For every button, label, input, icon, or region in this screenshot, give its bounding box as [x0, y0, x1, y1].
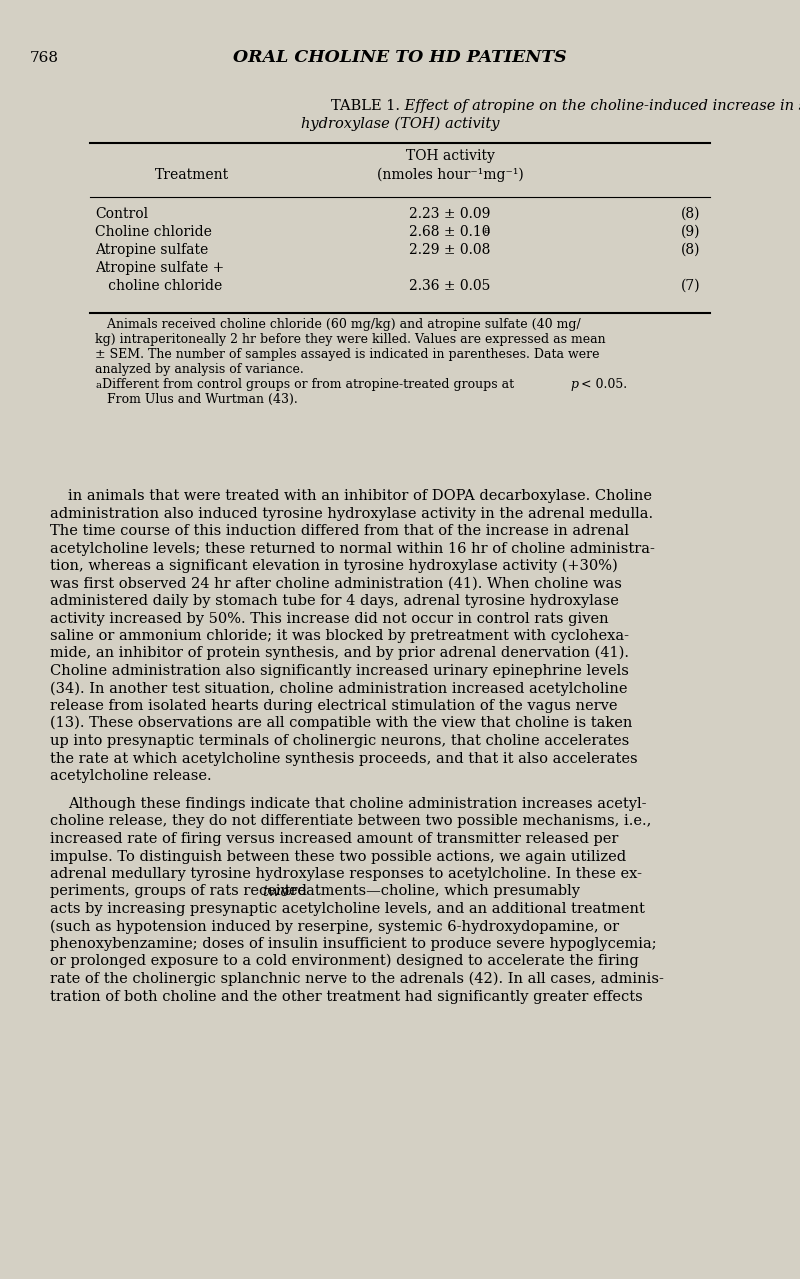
Text: < 0.05.: < 0.05.: [577, 379, 627, 391]
Text: Different from control groups or from atropine-treated groups at: Different from control groups or from at…: [102, 379, 518, 391]
Text: Treatment: Treatment: [155, 168, 229, 182]
Text: ± SEM. The number of samples assayed is indicated in parentheses. Data were: ± SEM. The number of samples assayed is …: [95, 348, 599, 361]
Text: periments, groups of rats received: periments, groups of rats received: [50, 885, 311, 899]
Text: administered daily by stomach tube for 4 days, adrenal tyrosine hydroxylase: administered daily by stomach tube for 4…: [50, 593, 619, 608]
Text: Control: Control: [95, 207, 148, 221]
Text: The time course of this induction differed from that of the increase in adrenal: The time course of this induction differ…: [50, 524, 629, 538]
Text: tration of both choline and the other treatment had significantly greater effect: tration of both choline and the other tr…: [50, 990, 642, 1004]
Text: (7): (7): [680, 279, 700, 293]
Text: p: p: [570, 379, 578, 391]
Text: treatments—choline, which presumably: treatments—choline, which presumably: [280, 885, 580, 899]
Text: release from isolated hearts during electrical stimulation of the vagus nerve: release from isolated hearts during elec…: [50, 700, 618, 712]
Text: (13). These observations are all compatible with the view that choline is taken: (13). These observations are all compati…: [50, 716, 632, 730]
Text: 2.23 ± 0.09: 2.23 ± 0.09: [410, 207, 490, 221]
Text: Atropine sulfate +: Atropine sulfate +: [95, 261, 224, 275]
Text: From Ulus and Wurtman (43).: From Ulus and Wurtman (43).: [95, 393, 298, 405]
Text: acetylcholine levels; these returned to normal within 16 hr of choline administr: acetylcholine levels; these returned to …: [50, 541, 655, 555]
Text: tion, whereas a significant elevation in tyrosine hydroxylase activity (+30%): tion, whereas a significant elevation in…: [50, 559, 618, 573]
Text: impulse. To distinguish between these two possible actions, we again utilized: impulse. To distinguish between these tw…: [50, 849, 626, 863]
Text: up into presynaptic terminals of cholinergic neurons, that choline accelerates: up into presynaptic terminals of choline…: [50, 734, 630, 748]
Text: Animals received choline chloride (60 mg/kg) and atropine sulfate (40 mg/: Animals received choline chloride (60 mg…: [95, 318, 581, 331]
Text: saline or ammonium chloride; it was blocked by pretreatment with cyclohexa-: saline or ammonium chloride; it was bloc…: [50, 629, 629, 643]
Text: (such as hypotension induced by reserpine, systemic 6-hydroxydopamine, or: (such as hypotension induced by reserpin…: [50, 920, 619, 934]
Text: 768: 768: [30, 51, 59, 65]
Text: Effect of atropine on the choline-induced increase in striatal tyrosine: Effect of atropine on the choline-induce…: [400, 98, 800, 113]
Text: (34). In another test situation, choline administration increased acetylcholine: (34). In another test situation, choline…: [50, 682, 627, 696]
Text: acts by increasing presynaptic acetylcholine levels, and an additional treatment: acts by increasing presynaptic acetylcho…: [50, 902, 645, 916]
Text: ORAL CHOLINE TO HD PATIENTS: ORAL CHOLINE TO HD PATIENTS: [233, 49, 567, 67]
Text: phenoxybenzamine; doses of insulin insufficient to produce severe hypoglycemia;: phenoxybenzamine; doses of insulin insuf…: [50, 938, 657, 952]
Text: hydroxylase (TOH) activity: hydroxylase (TOH) activity: [301, 116, 499, 130]
Text: the rate at which acetylcholine synthesis proceeds, and that it also accelerates: the rate at which acetylcholine synthesi…: [50, 752, 638, 766]
Text: (8): (8): [681, 243, 700, 257]
Text: Although these findings indicate that choline administration increases acetyl-: Although these findings indicate that ch…: [68, 797, 646, 811]
Text: increased rate of firing versus increased amount of transmitter released per: increased rate of firing versus increase…: [50, 833, 618, 845]
Text: Choline administration also significantly increased urinary epinephrine levels: Choline administration also significantl…: [50, 664, 629, 678]
Text: was first observed 24 hr after choline administration (41). When choline was: was first observed 24 hr after choline a…: [50, 577, 622, 591]
Text: two: two: [262, 885, 289, 899]
Text: TOH activity: TOH activity: [406, 148, 494, 162]
Text: activity increased by 50%. This increase did not occur in control rats given: activity increased by 50%. This increase…: [50, 611, 609, 625]
Text: 2.29 ± 0.08: 2.29 ± 0.08: [410, 243, 490, 257]
Text: mide, an inhibitor of protein synthesis, and by prior adrenal denervation (41).: mide, an inhibitor of protein synthesis,…: [50, 646, 629, 660]
Text: or prolonged exposure to a cold environment) designed to accelerate the firing: or prolonged exposure to a cold environm…: [50, 954, 638, 968]
Text: kg) intraperitoneally 2 hr before they were killed. Values are expressed as mean: kg) intraperitoneally 2 hr before they w…: [95, 333, 606, 347]
Text: acetylcholine release.: acetylcholine release.: [50, 769, 212, 783]
Text: choline chloride: choline chloride: [95, 279, 222, 293]
Text: (8): (8): [681, 207, 700, 221]
Text: Choline chloride: Choline chloride: [95, 225, 212, 239]
Text: 2.68 ± 0.10: 2.68 ± 0.10: [410, 225, 490, 239]
Text: administration also induced tyrosine hydroxylase activity in the adrenal medulla: administration also induced tyrosine hyd…: [50, 506, 653, 521]
Text: choline release, they do not differentiate between two possible mechanisms, i.e.: choline release, they do not differentia…: [50, 815, 651, 829]
Text: a: a: [95, 381, 101, 390]
Text: adrenal medullary tyrosine hydroxylase responses to acetylcholine. In these ex-: adrenal medullary tyrosine hydroxylase r…: [50, 867, 642, 881]
Text: a: a: [483, 226, 489, 235]
Text: Atropine sulfate: Atropine sulfate: [95, 243, 208, 257]
Text: TABLE 1.: TABLE 1.: [331, 98, 400, 113]
Text: rate of the cholinergic splanchnic nerve to the adrenals (42). In all cases, adm: rate of the cholinergic splanchnic nerve…: [50, 972, 664, 986]
Text: analyzed by analysis of variance.: analyzed by analysis of variance.: [95, 363, 304, 376]
Text: (9): (9): [681, 225, 700, 239]
Text: (nmoles hour⁻¹mg⁻¹): (nmoles hour⁻¹mg⁻¹): [377, 168, 523, 182]
Text: in animals that were treated with an inhibitor of DOPA decarboxylase. Choline: in animals that were treated with an inh…: [68, 489, 652, 503]
Text: 2.36 ± 0.05: 2.36 ± 0.05: [410, 279, 490, 293]
